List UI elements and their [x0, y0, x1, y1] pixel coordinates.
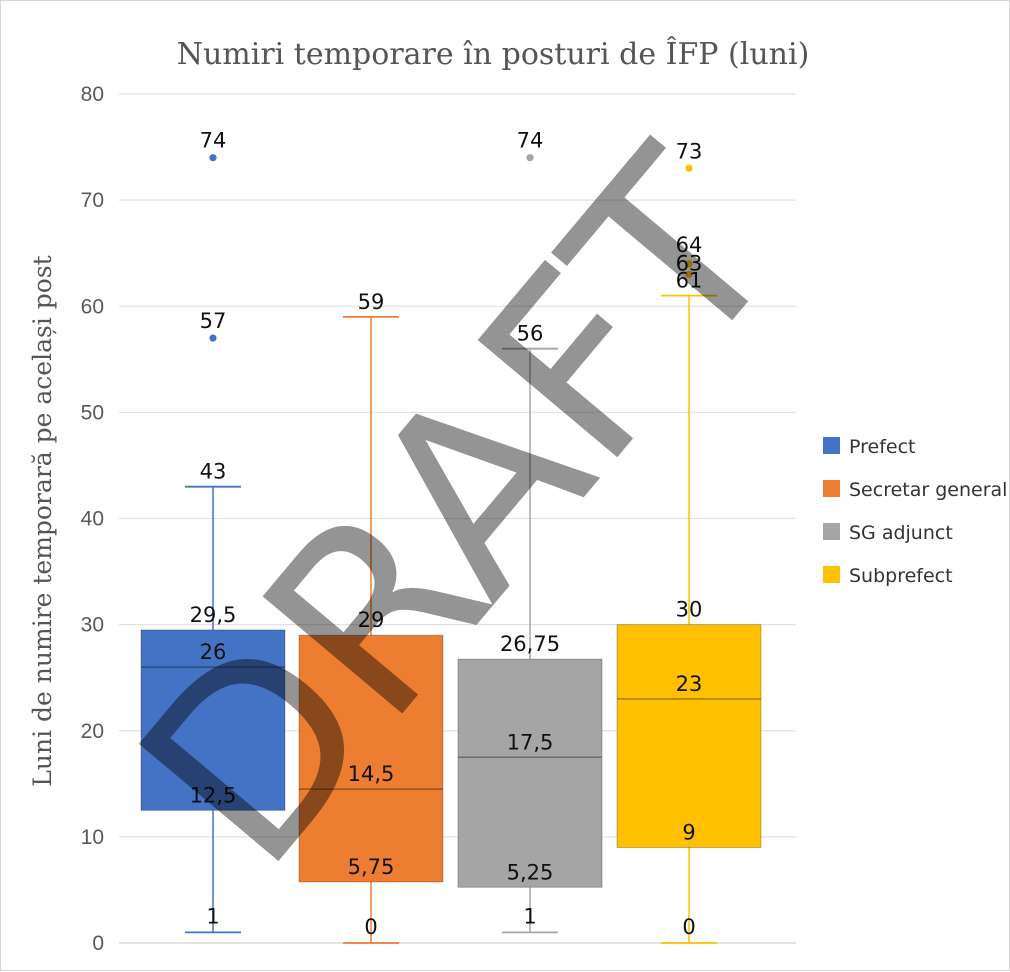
max-label: 61: [676, 269, 703, 293]
legend-label: Prefect: [849, 436, 915, 458]
legend-swatch: [823, 480, 840, 497]
y-tick-label: 10: [81, 826, 104, 849]
legend-swatch: [823, 437, 840, 454]
median-label: 14,5: [348, 762, 395, 786]
median-label: 23: [676, 672, 703, 696]
chart-title: Numiri temporare în posturi de ÎFP (luni…: [177, 36, 810, 72]
y-axis-label: Luni de numire temporară pe același post: [28, 255, 57, 786]
outlier-point: [685, 260, 693, 268]
max-label: 56: [517, 322, 544, 346]
iqr-box: [298, 634, 444, 883]
legend-label: Subprefect: [849, 565, 953, 587]
min-label: 0: [364, 915, 377, 939]
legend-swatch: [823, 523, 840, 540]
legend-label: Secretar general: [849, 479, 1007, 501]
q1-label: 9: [682, 820, 695, 844]
outlier-label: 74: [200, 129, 227, 153]
iqr-box: [457, 658, 603, 888]
max-label: 43: [200, 460, 227, 484]
y-tick-label: 30: [81, 614, 104, 637]
legend-label: SG adjunct: [849, 522, 953, 544]
outlier-label: 74: [517, 129, 544, 153]
y-axis-ticks: 0 10 20 30 40 50 60 70 80: [81, 83, 104, 955]
q3-label: 29,5: [190, 603, 237, 627]
outlier-label: 73: [676, 139, 703, 163]
median-label: 26: [200, 640, 227, 664]
q3-label: 26,75: [500, 632, 560, 656]
box-series-1: 29,5 26 12,5 43 1 57 74: [140, 129, 286, 934]
min-label: 1: [206, 904, 219, 928]
outlier-point: [526, 154, 534, 162]
q3-label: 29: [358, 608, 385, 632]
outlier-label: 64: [676, 233, 703, 257]
min-label: 1: [523, 904, 536, 928]
y-tick-label: 0: [92, 932, 104, 955]
min-label: 0: [682, 915, 695, 939]
q1-label: 12,5: [190, 783, 237, 807]
q1-label: 5,25: [507, 860, 554, 884]
y-tick-label: 20: [81, 720, 104, 743]
y-tick-label: 50: [81, 401, 104, 424]
legend: Prefect Secretar general SG adjunct Subpref…: [823, 436, 1007, 587]
legend-swatch: [823, 566, 840, 583]
outlier-point: [685, 270, 693, 279]
iqr-box: [140, 629, 286, 811]
max-label: 59: [358, 290, 385, 314]
median-label: 17,5: [507, 730, 554, 754]
box-series-2: 29 14,5 5,75 59 0: [298, 290, 444, 944]
box-series: 29,5 26 12,5 43 1 57 74 29 14,5 5,75 59 0 26,75 17,5 5…: [140, 129, 762, 944]
outlier-point: [209, 154, 217, 162]
y-tick-label: 70: [81, 189, 104, 212]
outlier-point: [685, 164, 693, 172]
y-tick-label: 60: [81, 295, 104, 318]
outlier-point: [209, 334, 217, 342]
box-series-3: 26,75 17,5 5,25 56 1 74: [457, 129, 603, 934]
outlier-label: 63: [676, 251, 703, 275]
q3-label: 30: [676, 598, 703, 622]
q1-label: 5,75: [348, 855, 395, 879]
y-tick-label: 80: [81, 83, 104, 106]
outlier-label: 57: [200, 309, 227, 333]
iqr-box: [616, 624, 762, 848]
y-tick-label: 40: [81, 508, 104, 531]
